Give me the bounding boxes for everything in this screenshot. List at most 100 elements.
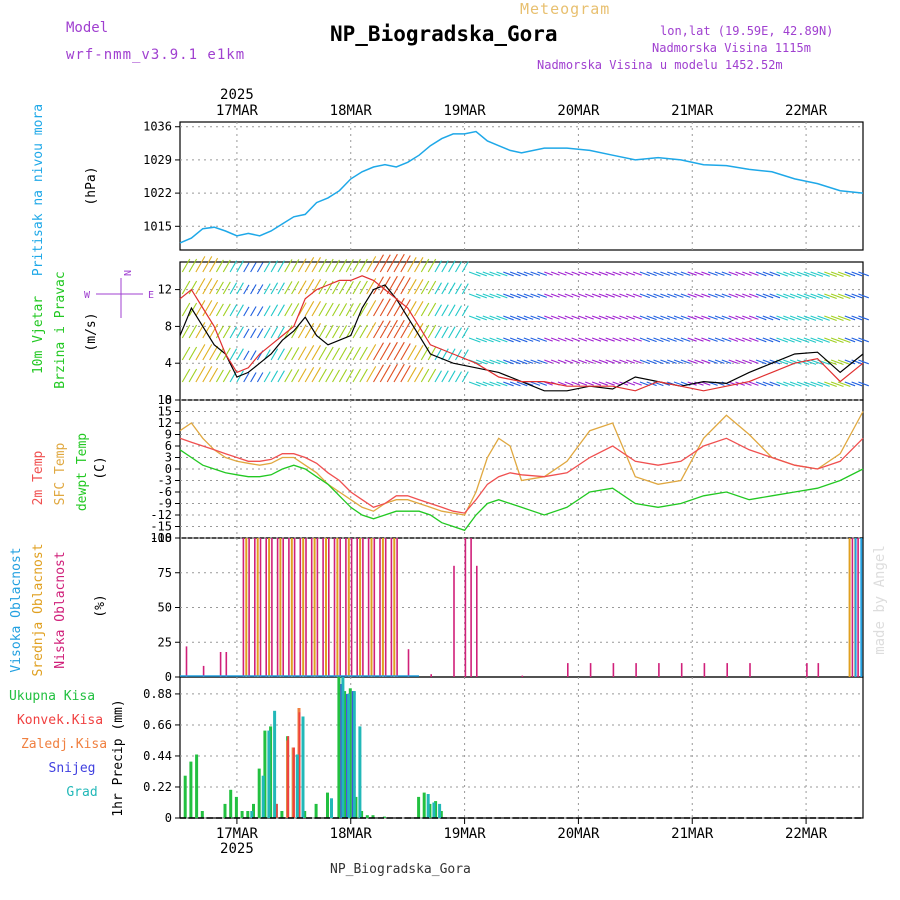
wind-arrow bbox=[489, 293, 501, 299]
wind-arrow bbox=[585, 359, 594, 364]
wind-arrow bbox=[509, 315, 521, 321]
wind-arrow bbox=[694, 337, 704, 342]
low-cloud-bar bbox=[293, 538, 296, 677]
total-rain-bar bbox=[229, 789, 233, 818]
y-tick-label: 0 bbox=[165, 393, 172, 407]
low-cloud-bar bbox=[749, 663, 751, 677]
wind-arrow bbox=[434, 370, 442, 383]
wind-arrow bbox=[735, 337, 745, 342]
wind-arrow bbox=[523, 293, 534, 298]
wind-arrow bbox=[373, 364, 384, 383]
wind-arrow bbox=[291, 347, 300, 361]
wind-arrow bbox=[830, 359, 844, 366]
bottom-year-label: 2025 bbox=[220, 841, 254, 857]
total-rain-bar bbox=[434, 801, 438, 818]
wind-arrow bbox=[263, 261, 271, 273]
total-rain-bar bbox=[326, 792, 329, 818]
wind-arrow bbox=[564, 315, 574, 320]
wind-arrow bbox=[796, 293, 810, 299]
wind-arrow bbox=[523, 359, 534, 364]
wind-arrow bbox=[420, 280, 430, 295]
wind-arrow bbox=[598, 381, 608, 386]
low-cloud-bar bbox=[373, 538, 376, 677]
wind-arrow bbox=[496, 271, 508, 277]
low-cloud-bar bbox=[322, 538, 324, 677]
wind-arrow bbox=[605, 315, 615, 320]
low-cloud-bar bbox=[390, 538, 393, 677]
wind-arrow bbox=[496, 315, 508, 321]
wind-arrow bbox=[578, 271, 588, 276]
wind-arrow bbox=[578, 315, 588, 320]
wind-arrow bbox=[297, 280, 307, 295]
wind-arrow bbox=[810, 315, 824, 321]
wind-arrow bbox=[202, 256, 213, 273]
wind-arrow bbox=[544, 315, 553, 320]
wind-arrow bbox=[810, 271, 824, 277]
wind-arrow bbox=[291, 281, 300, 295]
wind-arrow bbox=[181, 280, 191, 295]
wind-arrow bbox=[509, 337, 521, 343]
wind-arrow bbox=[448, 282, 456, 295]
wind-arrow bbox=[420, 258, 430, 273]
low-cloud-bar bbox=[328, 538, 330, 677]
footer-station: NP_Biogradska_Gora bbox=[330, 862, 471, 877]
wind-arrow bbox=[332, 281, 340, 295]
wind-arrow bbox=[789, 293, 802, 299]
wind-arrow bbox=[714, 337, 725, 342]
low-cloud-bar bbox=[453, 565, 455, 677]
wind-arrow bbox=[844, 315, 856, 321]
wind-arrow bbox=[455, 283, 462, 295]
wind-arrow bbox=[318, 368, 327, 383]
wind-arrow bbox=[571, 315, 581, 320]
pressure-ylabel: Pritisak na nivou mora bbox=[31, 104, 46, 276]
wind-arrow bbox=[270, 348, 279, 361]
wind-arrow bbox=[530, 337, 541, 342]
dewpoint-line bbox=[179, 449, 864, 532]
wind-arrow bbox=[509, 271, 521, 277]
wind-arrow bbox=[769, 381, 781, 387]
wind-speed-line bbox=[179, 284, 864, 392]
wind-arrow bbox=[591, 381, 602, 386]
wind-arrow bbox=[632, 293, 642, 298]
wind-arrow bbox=[571, 381, 581, 386]
wind-arrow bbox=[379, 342, 391, 361]
wind-arrow bbox=[475, 381, 487, 387]
low-cloud-bar bbox=[202, 665, 205, 677]
wind-arrow bbox=[277, 304, 285, 317]
wind-arrow bbox=[557, 381, 567, 386]
wind-arrow bbox=[796, 337, 810, 343]
total-rain-bar bbox=[348, 688, 352, 818]
temp-label2: SFC Temp bbox=[53, 443, 68, 506]
wind-arrow bbox=[837, 337, 851, 344]
wind-arrow bbox=[386, 363, 398, 383]
wind-arrow bbox=[284, 325, 293, 339]
wind-arrow bbox=[619, 293, 629, 298]
convective-rain-bar bbox=[298, 712, 301, 819]
wind-arrow bbox=[400, 365, 411, 383]
wind-arrow bbox=[598, 293, 608, 298]
wind-arrow bbox=[585, 315, 594, 320]
wind-arrow bbox=[311, 301, 321, 317]
low-cloud-bar bbox=[612, 663, 615, 677]
wind-arrow bbox=[195, 322, 206, 339]
wind-arrow bbox=[236, 304, 244, 317]
wind-gust-line bbox=[179, 275, 864, 392]
wind-arrow bbox=[209, 301, 219, 317]
wind-arrow bbox=[215, 303, 224, 317]
wind-arrow bbox=[393, 275, 405, 295]
graupel-bar bbox=[347, 693, 351, 818]
wind-arrow bbox=[544, 337, 553, 342]
wind-arrow bbox=[338, 303, 348, 317]
wind-arrow bbox=[687, 293, 697, 298]
wind-arrow bbox=[222, 259, 231, 273]
low-cloud-bar bbox=[219, 652, 222, 677]
wind-arrow bbox=[475, 271, 487, 277]
wind-arrow bbox=[277, 326, 285, 339]
wind-arrow bbox=[687, 337, 697, 342]
wind-arrow bbox=[789, 315, 802, 321]
wind-arrow bbox=[468, 293, 481, 299]
wind-arrow bbox=[646, 315, 657, 321]
wind-arrow bbox=[523, 315, 534, 320]
wind-arrow bbox=[393, 253, 405, 273]
